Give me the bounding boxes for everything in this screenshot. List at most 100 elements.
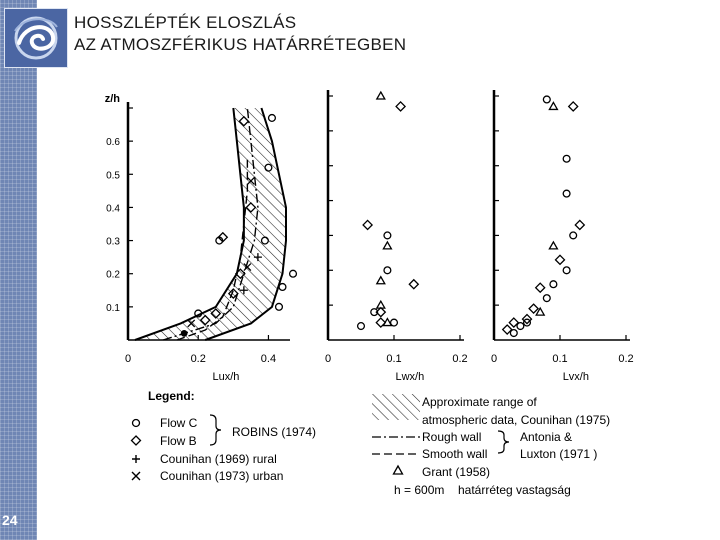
point-circle	[562, 266, 571, 275]
point-circle	[542, 294, 551, 303]
point-diamond	[574, 219, 586, 231]
y-tick-label: 0.2	[106, 270, 120, 281]
point-triangle	[548, 240, 559, 250]
point-circle	[522, 318, 532, 327]
x-tick-label: 0.2	[618, 353, 633, 365]
point-diamond	[199, 314, 211, 326]
x-tick-label: 0	[125, 353, 131, 365]
point-diamond	[245, 202, 257, 213]
y-tick-label: 0.6	[106, 137, 120, 148]
x-tick-label: 0	[491, 353, 497, 365]
legend-grant: Grant (1958)	[422, 465, 490, 479]
point-circle	[542, 95, 551, 104]
point-circle	[264, 163, 273, 172]
point-circle	[267, 113, 277, 122]
legend-marker-urban	[131, 471, 141, 481]
point-circle	[569, 231, 578, 240]
legend-antonia-2: Luxton (1971 )	[520, 447, 597, 461]
legend-rough: Rough wall	[422, 430, 481, 444]
figure: 0.1 0.2 0.3 0.4 0.5 0.6 z/h 0 0.2 0.4 Lux/h 0 0.1 0.2…	[105, 90, 634, 497]
point-triangle	[375, 90, 386, 100]
legend-robins: ROBINS (1974)	[232, 425, 316, 439]
point-diamond	[554, 254, 566, 266]
x-tick-label: 0.1	[386, 353, 401, 365]
point-diamond	[408, 278, 420, 290]
point-triangle	[375, 299, 386, 309]
point-triangle	[375, 275, 386, 285]
point-diamond	[508, 317, 520, 328]
title-line-1: HOSSZLÉPTÉK ELOSZLÁS	[74, 13, 297, 32]
point-triangle	[382, 317, 393, 327]
page-number: 24	[2, 512, 18, 528]
point-circle	[194, 309, 203, 318]
point-diamond	[521, 313, 533, 325]
sidebar-strip	[0, 0, 37, 540]
point-cross	[243, 263, 252, 272]
point-circle	[562, 154, 571, 163]
legend-h-note: határréteg vastagság	[458, 483, 571, 497]
point-diamond	[528, 303, 540, 315]
x-tick-label: 0.1	[552, 353, 567, 365]
point-triangle	[382, 240, 393, 250]
point-diamond	[501, 324, 513, 335]
point-diamond	[375, 317, 387, 328]
point-circle	[549, 280, 558, 289]
point-circle	[509, 328, 518, 338]
point-triangle	[535, 306, 546, 316]
title-line-2: AZ ATMOSZFÉRIKUS HATÁRRÉTEGBEN	[74, 35, 407, 54]
point-circle	[274, 302, 284, 311]
point-diamond	[567, 101, 579, 112]
point-cross	[187, 319, 196, 328]
point-circle	[516, 322, 525, 331]
swirl-logo-icon	[4, 8, 68, 68]
point-diamond	[395, 101, 407, 112]
legend-heading: Legend:	[148, 389, 195, 403]
smooth-wall-curve	[176, 157, 249, 341]
point-circle	[260, 236, 269, 245]
point-circle	[278, 282, 287, 292]
point-diamond	[210, 308, 222, 319]
point-diamond	[375, 306, 387, 318]
page-title: HOSSZLÉPTÉK ELOSZLÁS AZ ATMOSZFÉRIKUS HA…	[74, 12, 406, 56]
point-diamond	[217, 231, 229, 243]
chart-panel-lwx: 0 0.1 0.2 Lwx/h	[325, 90, 468, 383]
point-circle	[288, 269, 298, 278]
y-tick-label: 0.4	[106, 203, 120, 214]
legend-h-def: h = 600m	[394, 483, 444, 497]
x-tick-label: 0.4	[261, 353, 276, 365]
legend-band-swatch	[372, 394, 420, 420]
legend-band-1: Approximate range of	[422, 395, 537, 409]
band-boundary-curve	[204, 107, 287, 341]
y-tick-label: 0.3	[106, 237, 120, 248]
legend-rural: Counihan (1969) rural	[160, 452, 277, 466]
x-axis-label: Lvx/h	[563, 371, 589, 383]
atmospheric-range-band	[135, 108, 286, 340]
x-tick-label: 0	[325, 353, 331, 365]
x-tick-label: 0.2	[452, 353, 467, 365]
y-axis-label: z/h	[105, 93, 121, 105]
legend-brace-2	[497, 430, 510, 454]
x-axis-label: Lwx/h	[395, 371, 424, 383]
chart-panel-lux: 0.1 0.2 0.3 0.4 0.5 0.6 z/h 0 0.2 0.4 Lux/h	[105, 93, 298, 383]
point-dot	[180, 329, 188, 337]
legend: Legend: Flow C Flow B ROBINS (1974) Coun…	[130, 389, 610, 497]
legend-flow-b: Flow B	[160, 434, 197, 448]
legend-smooth: Smooth wall	[422, 447, 487, 461]
x-tick-label: 0.2	[191, 353, 206, 365]
point-circle	[370, 308, 379, 317]
point-triangle	[548, 101, 559, 111]
point-diamond	[238, 115, 250, 127]
legend-marker-grant	[392, 464, 404, 475]
point-diamond	[362, 219, 374, 231]
legend-marker-rural	[132, 455, 140, 463]
legend-flow-c: Flow C	[160, 416, 198, 430]
point-plus	[239, 286, 248, 295]
chart-panel-lvx: 0 0.1 0.2 Lvx/h	[491, 90, 634, 383]
legend-brace	[209, 414, 222, 446]
y-tick-label: 0.1	[106, 303, 120, 314]
point-circle	[356, 322, 366, 331]
point-cross	[246, 176, 255, 185]
point-circle	[383, 266, 392, 275]
legend-marker-flow-c	[131, 418, 141, 428]
point-diamond	[234, 268, 246, 280]
